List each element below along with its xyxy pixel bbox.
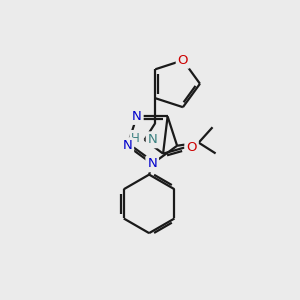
- Text: N: N: [122, 139, 132, 152]
- Text: N: N: [148, 133, 158, 146]
- Text: H: H: [131, 132, 140, 145]
- Text: N: N: [147, 157, 157, 170]
- Text: N: N: [132, 110, 142, 123]
- Text: O: O: [178, 54, 188, 67]
- Text: O: O: [186, 141, 197, 154]
